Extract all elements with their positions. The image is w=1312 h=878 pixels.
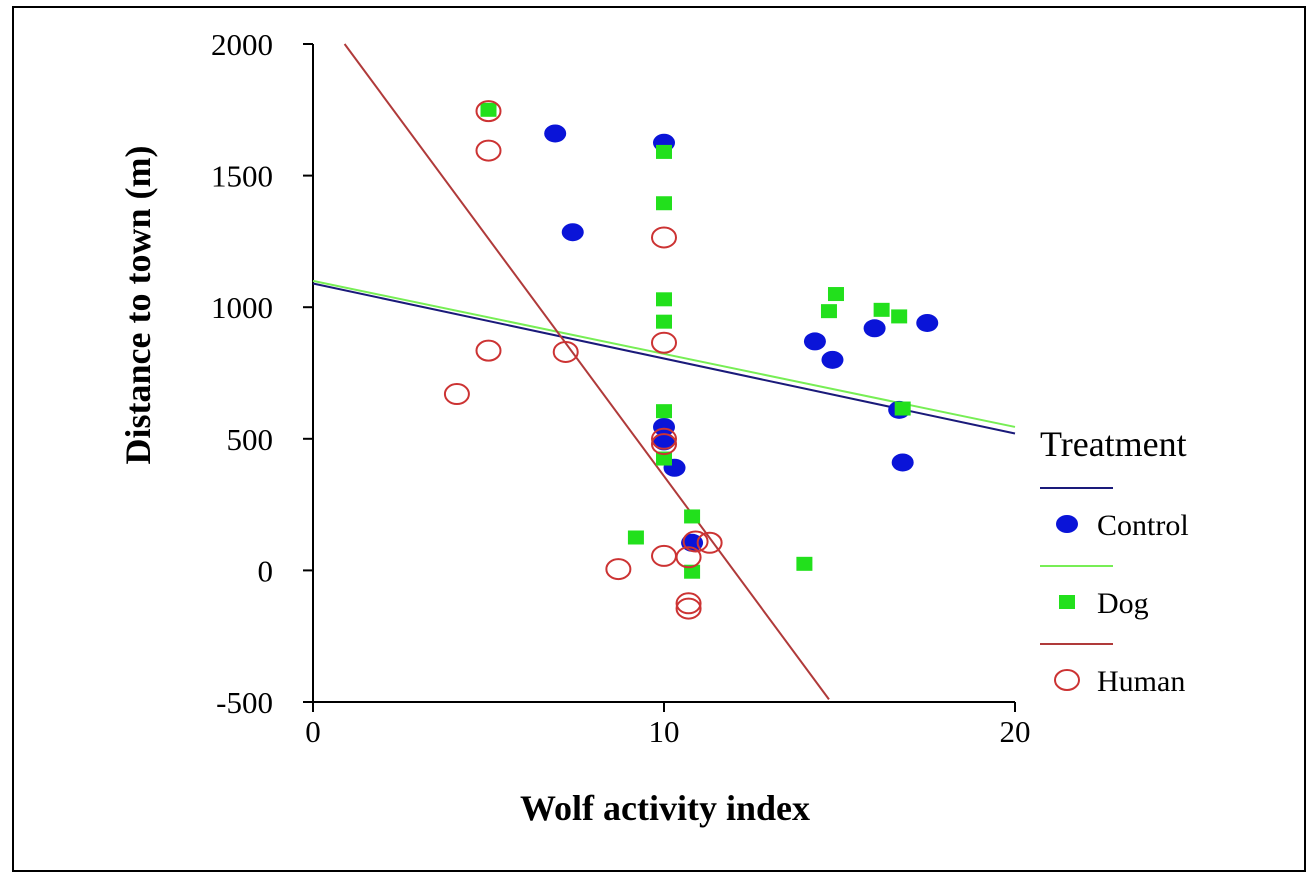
data-point-human [651,544,677,567]
data-point-control [863,319,886,338]
data-point-control [561,223,584,242]
data-point-dog [820,304,837,319]
fit-line-human [343,43,830,700]
x-tick-label: 0 [305,714,321,749]
data-point-control [916,313,939,332]
data-point-dog [656,196,672,211]
data-point-human [696,531,723,554]
data-point-human [605,558,632,581]
y-tick-label: 500 [227,422,274,457]
series-control [544,124,939,552]
data-point-human [475,339,502,362]
data-point-control [821,350,844,369]
data-point-dog [894,401,911,416]
data-point-dog [891,309,908,324]
y-tick-label: 1500 [211,159,273,194]
data-points [443,100,939,620]
legend-label-dog: Dog [1097,587,1149,620]
data-point-human [443,383,470,406]
y-axis-title: Distance to town (m) [118,146,158,465]
data-point-dog [627,530,644,545]
data-point-control [653,432,675,451]
legend-marker-human [1054,669,1080,691]
data-point-dog [827,287,844,302]
data-point-human [651,433,677,456]
data-point-human [651,427,677,450]
y-tick-label: -500 [216,685,273,720]
legend-label-control: Control [1097,509,1189,542]
data-point-dog [656,404,672,419]
data-point-dog [656,292,672,307]
data-point-dog [796,556,813,571]
data-point-control [891,453,914,472]
x-axis-title: Wolf activity index [520,788,810,828]
x-tick-label: 10 [649,714,680,749]
data-point-human [675,597,702,620]
data-point-human [552,340,579,363]
y-tick-label: 0 [258,553,274,588]
data-point-human [651,226,677,249]
data-point-control [653,417,675,436]
legend-label-human: Human [1097,665,1185,698]
data-point-human [682,530,709,553]
legend-title: Treatment [1040,424,1187,464]
legend: Treatment Control Dog Human [1040,424,1189,698]
data-point-dog [684,509,701,524]
data-point-control [544,124,567,143]
data-point-control [803,332,826,351]
axes: -500 0 500 1000 1500 2000 0 10 20 [211,27,1031,749]
data-point-dog [480,102,497,117]
y-tick-label: 2000 [211,27,273,62]
data-point-dog [656,451,672,466]
data-point-human [675,592,702,615]
legend-marker-control [1056,515,1078,533]
legend-marker-dog [1059,595,1075,609]
data-point-human [475,139,502,162]
data-point-human [675,546,702,569]
data-point-human [651,331,677,354]
series-dog [480,102,911,579]
y-tick-label: 1000 [211,290,273,325]
data-point-dog [656,314,672,329]
data-point-dog [656,144,672,159]
data-point-human [475,100,502,123]
x-tick-label: 20 [1000,714,1031,749]
data-point-dog [873,302,890,317]
series-human [443,100,723,620]
